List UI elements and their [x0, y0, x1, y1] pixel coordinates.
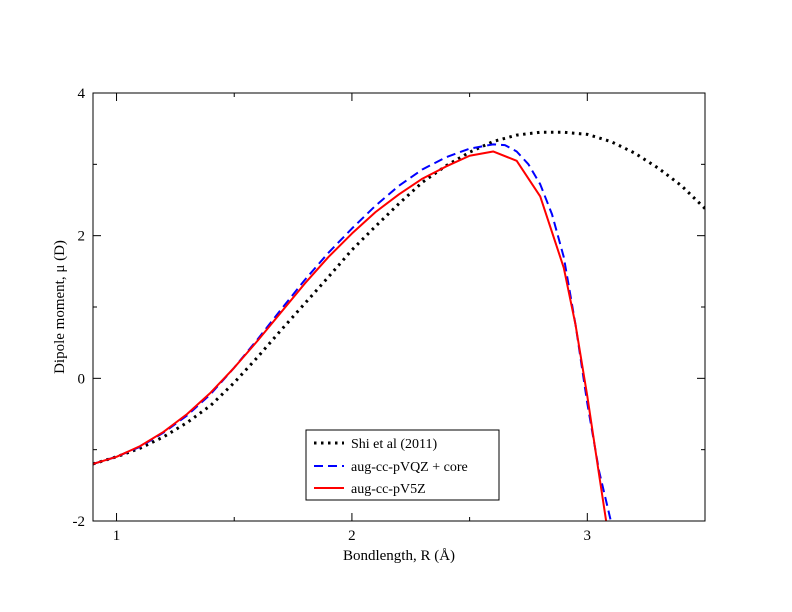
- y-tick-label: 4: [78, 86, 86, 102]
- y-tick-label: 2: [78, 229, 86, 245]
- x-tick-label: 2: [348, 528, 356, 544]
- ticks-layer: [93, 92, 706, 522]
- x-tick-label: 3: [584, 528, 592, 544]
- x-axis-label: Bondlength, R (Å): [343, 548, 455, 564]
- x-tick-label: 1: [113, 528, 121, 544]
- tick-labels-layer: 1 2 3 -2 0 2 4: [73, 86, 592, 544]
- series-line-pvqz: [93, 143, 612, 521]
- y-tick-label: -2: [73, 514, 86, 530]
- legend: Shi et al (2011) aug-cc-pVQZ + core aug-…: [305, 429, 500, 501]
- legend-label-pvqz: aug-cc-pVQZ + core: [351, 460, 468, 475]
- legend-label-pv5z: aug-cc-pV5Z: [351, 482, 426, 497]
- series-line-shi: [93, 130, 705, 466]
- y-axis-label: Dipole moment, μ (D): [52, 240, 68, 374]
- series-layer: [93, 130, 705, 521]
- legend-label-shi: Shi et al (2011): [351, 437, 438, 452]
- y-tick-label: 0: [78, 371, 86, 387]
- series-line-pv5z: [93, 150, 608, 521]
